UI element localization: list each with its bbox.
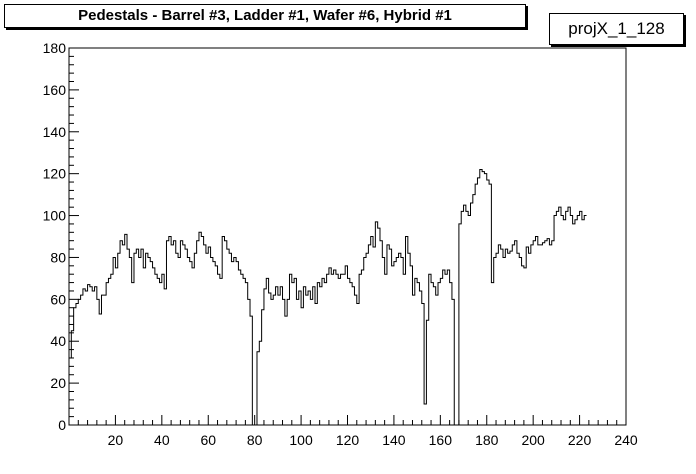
histogram-series-line <box>69 168 587 426</box>
x-tick-label: 240 <box>614 432 638 448</box>
chart-title: Pedestals - Barrel #3, Ladder #1, Wafer … <box>4 4 526 28</box>
y-tick-label: 80 <box>50 249 66 265</box>
x-tick-label: 60 <box>200 432 216 448</box>
x-tick-label: 180 <box>475 432 499 448</box>
y-tick-label: 180 <box>43 40 67 56</box>
x-tick-label: 100 <box>289 432 313 448</box>
x-tick-label: 200 <box>521 432 545 448</box>
y-tick-label: 0 <box>58 417 66 433</box>
y-tick-label: 120 <box>43 166 67 182</box>
y-tick-label: 100 <box>43 208 67 224</box>
y-tick-label: 60 <box>50 291 66 307</box>
stats-box-label: projX_1_128 <box>549 13 684 45</box>
x-tick-label: 160 <box>429 432 453 448</box>
x-tick-label: 120 <box>336 432 360 448</box>
x-tick-label: 40 <box>154 432 170 448</box>
y-tick-label: 160 <box>43 82 67 98</box>
x-tick-label: 20 <box>108 432 124 448</box>
y-tick-label: 20 <box>50 375 66 391</box>
y-tick-label: 40 <box>50 333 66 349</box>
x-tick-label: 220 <box>568 432 592 448</box>
x-tick-label: 80 <box>247 432 263 448</box>
plot-frame <box>68 47 627 426</box>
y-tick-label: 140 <box>43 124 67 140</box>
x-tick-label: 140 <box>382 432 406 448</box>
